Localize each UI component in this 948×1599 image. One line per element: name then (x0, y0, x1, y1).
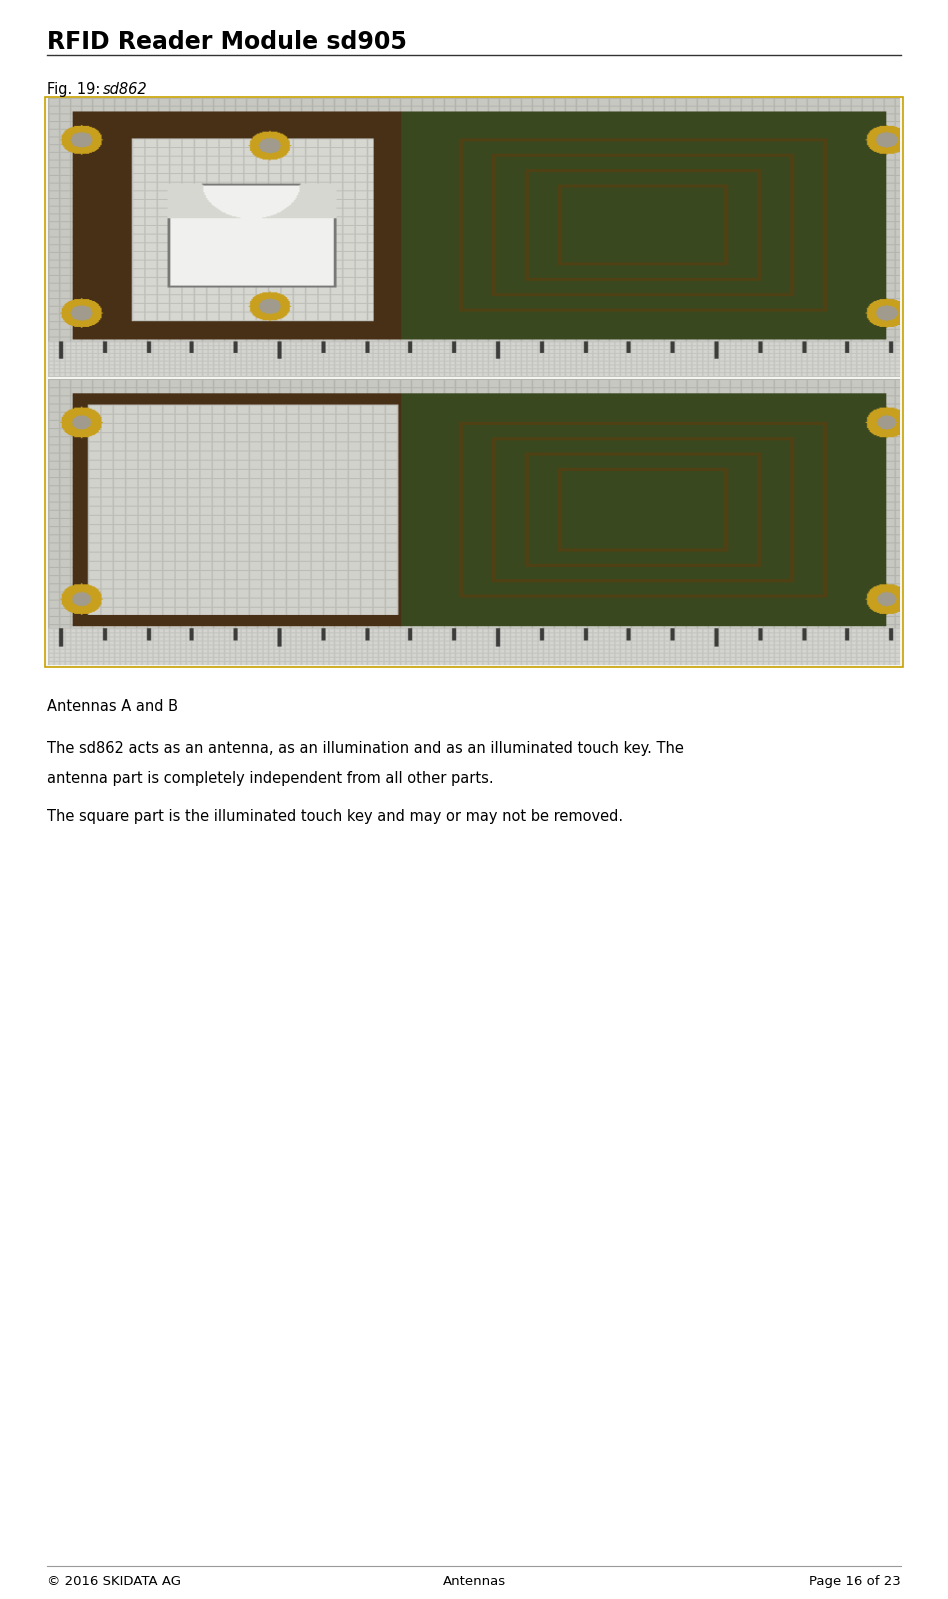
Text: RFID Reader Module sd905: RFID Reader Module sd905 (47, 30, 407, 54)
Text: antenna part is completely independent from all other parts.: antenna part is completely independent f… (47, 771, 494, 787)
Text: Fig. 19:: Fig. 19: (47, 82, 105, 98)
Text: Antennas: Antennas (443, 1575, 505, 1588)
Text: Page 16 of 23: Page 16 of 23 (810, 1575, 901, 1588)
Text: Antennas A and B: Antennas A and B (47, 699, 178, 715)
Bar (45, 98, 903, 667)
Text: The sd862 acts as an antenna, as an illumination and as an illuminated touch key: The sd862 acts as an antenna, as an illu… (47, 740, 684, 756)
Text: sd862: sd862 (103, 82, 148, 98)
Text: © 2016 SKIDATA AG: © 2016 SKIDATA AG (47, 1575, 181, 1588)
Text: The square part is the illuminated touch key and may or may not be removed.: The square part is the illuminated touch… (47, 809, 623, 823)
